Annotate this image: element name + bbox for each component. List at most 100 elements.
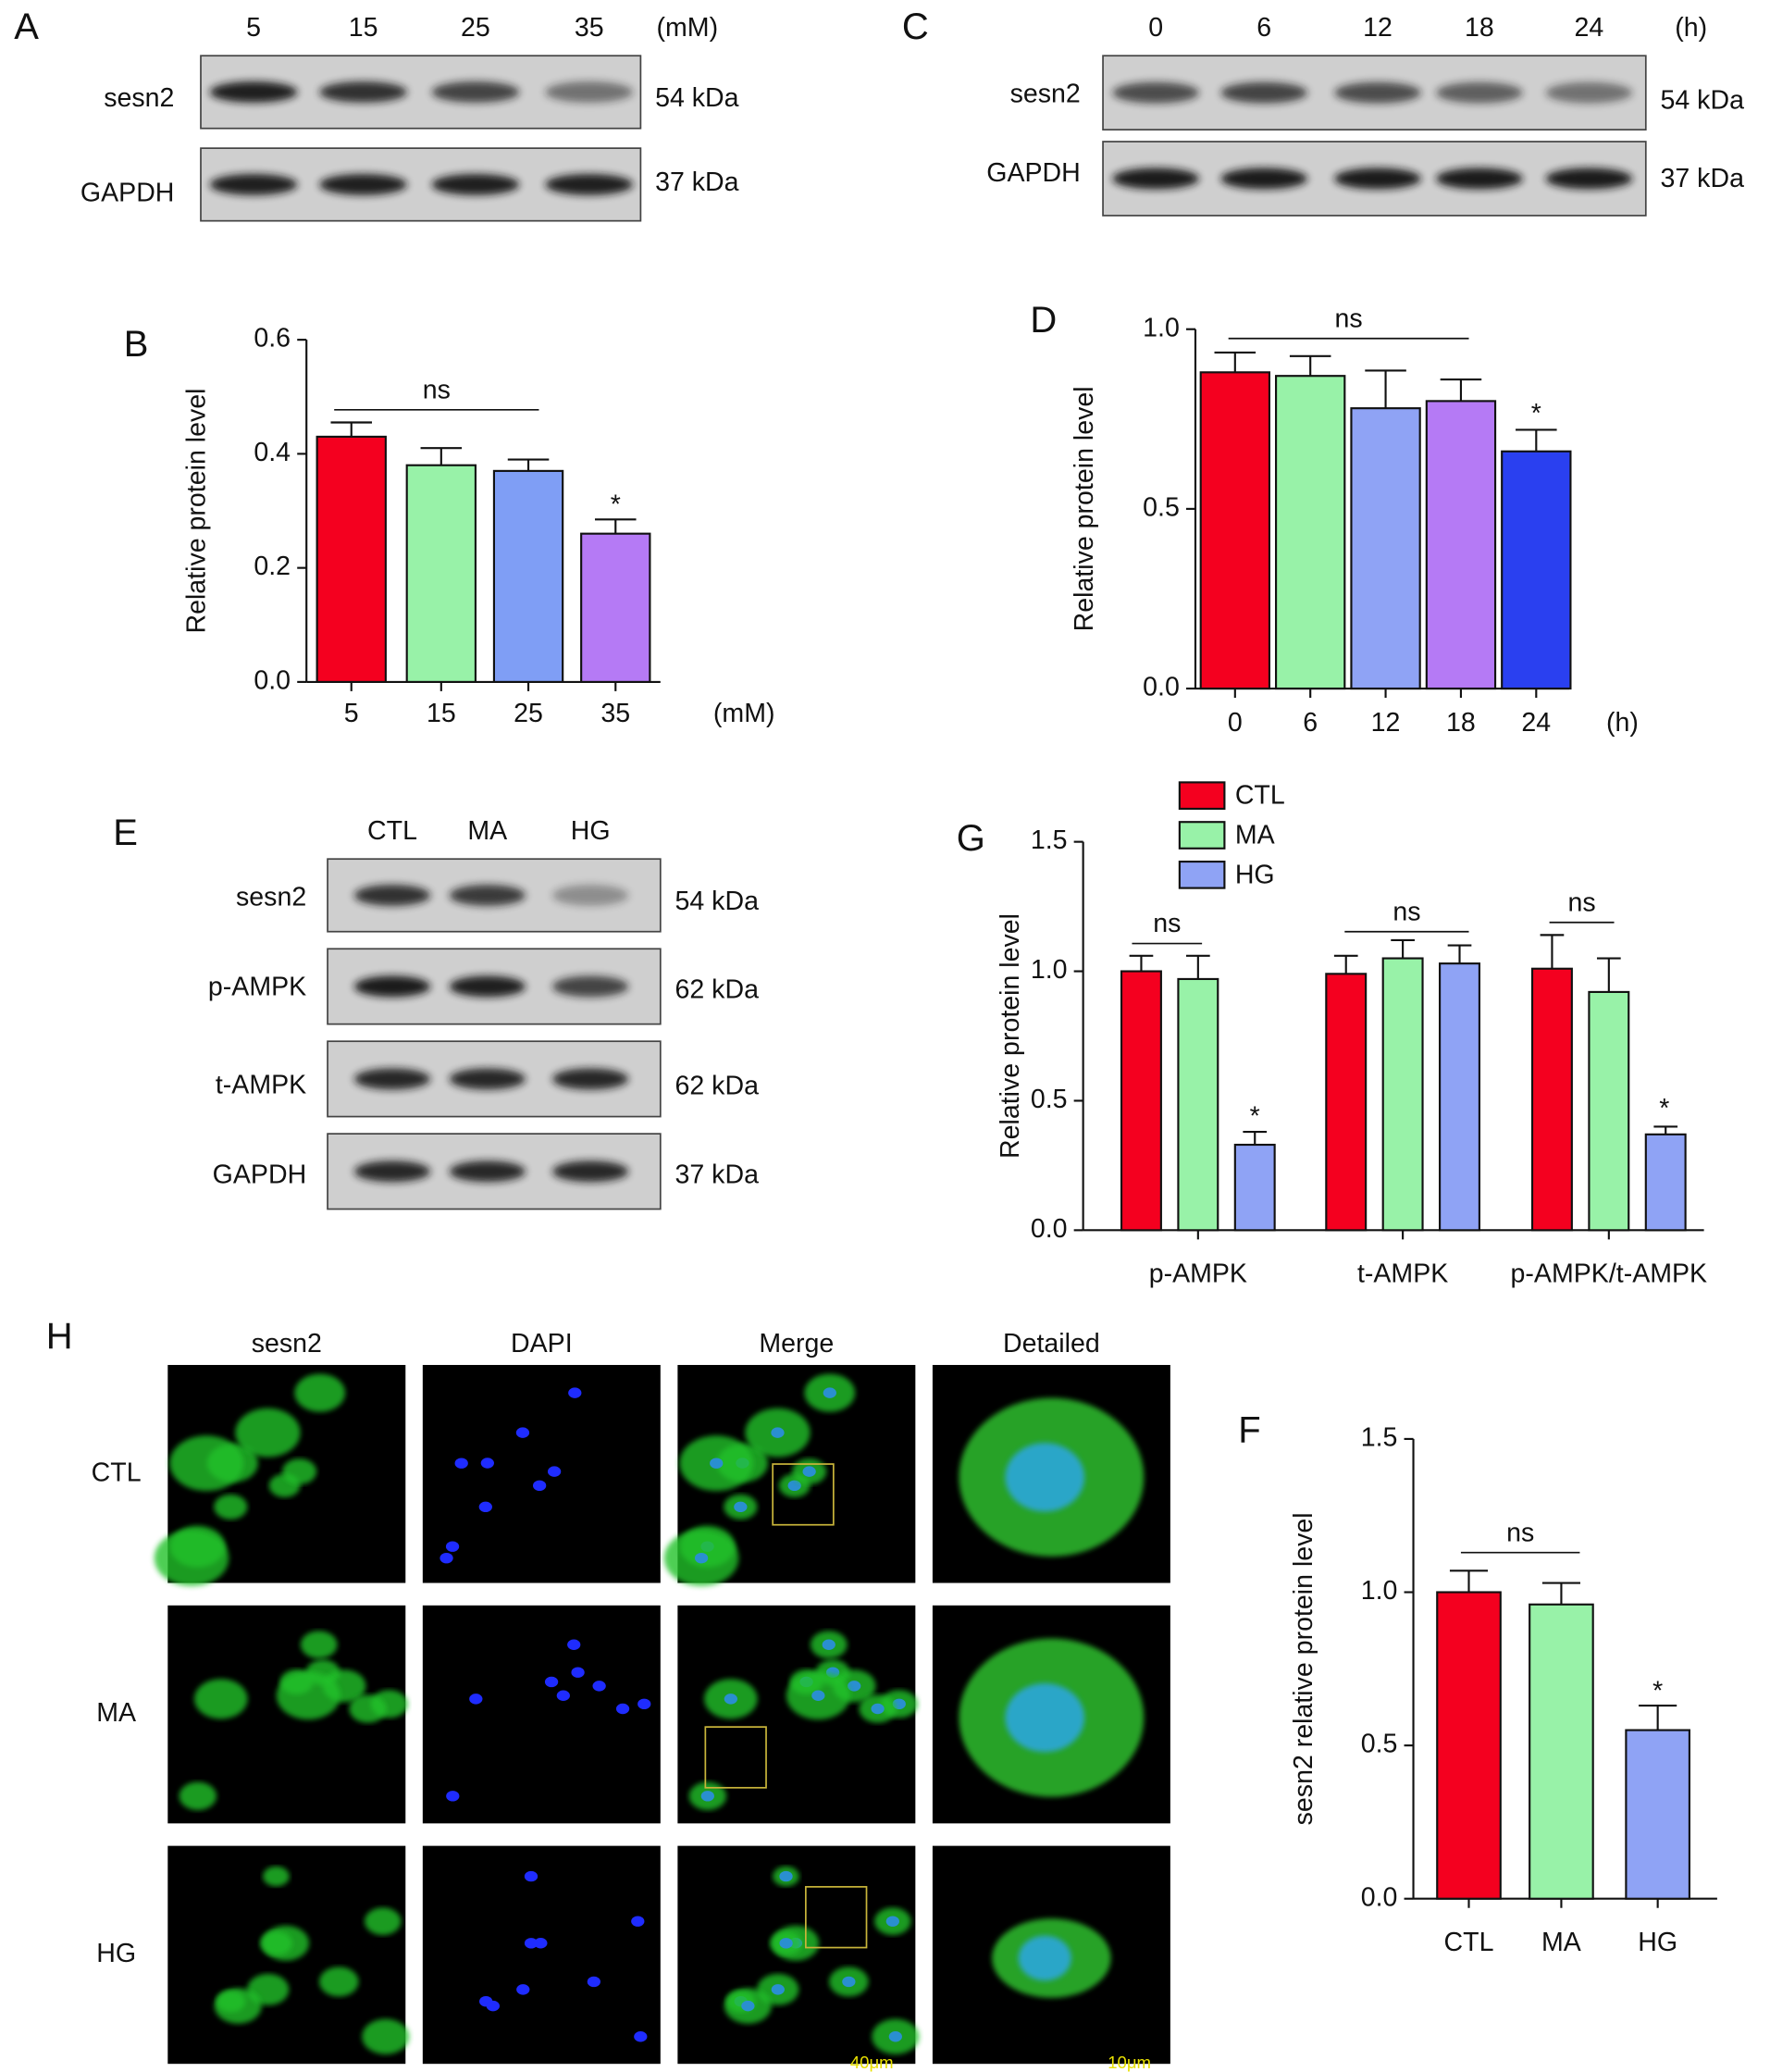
band (1334, 167, 1421, 190)
band (449, 1068, 526, 1090)
nucleus (547, 1466, 562, 1477)
y-tick-label: 0.0 (1361, 1882, 1398, 1912)
significance-label: * (1659, 1094, 1669, 1123)
row-label: HG (96, 1939, 136, 1968)
bar (1120, 970, 1162, 1232)
lane-unit: (h) (1675, 13, 1707, 43)
scale-bar-label: 10μm (1108, 2053, 1151, 2072)
nucleus (787, 1480, 801, 1492)
panel-label: E (113, 813, 138, 853)
x-tick-label: MA (1541, 1928, 1581, 1957)
protein-label: GAPDH (80, 179, 175, 208)
bar (1199, 371, 1271, 690)
nucleus (532, 1480, 547, 1492)
nucleus (568, 1387, 582, 1398)
significance-label: * (1250, 1102, 1260, 1132)
y-tick-label: 0.2 (254, 552, 291, 581)
cell (294, 1373, 346, 1412)
significance-label: * (1531, 399, 1541, 428)
column-label: DAPI (511, 1329, 573, 1359)
column-label: sesn2 (252, 1329, 322, 1359)
nucleus (571, 1667, 585, 1678)
micrograph (422, 1364, 661, 1583)
size-label: 54 kDa (675, 887, 760, 916)
x-unit: (mM) (713, 699, 775, 728)
panel-label: G (957, 818, 985, 859)
band (1112, 81, 1199, 104)
legend-swatch (1178, 781, 1226, 811)
band (1220, 167, 1308, 190)
nucleus (1018, 1935, 1071, 1981)
bar (1529, 1603, 1594, 1900)
bar (1233, 1143, 1276, 1232)
cell (235, 1408, 301, 1458)
cell (154, 1530, 229, 1586)
bar (1275, 375, 1346, 690)
nucleus (811, 1690, 825, 1701)
bar (1439, 962, 1480, 1232)
nucleus (1005, 1443, 1085, 1512)
band (319, 173, 407, 195)
y-axis-label: Relative protein level (1070, 386, 1099, 631)
size-label: 37 kDa (655, 167, 739, 197)
band (552, 885, 629, 906)
nucleus (771, 1427, 785, 1438)
lane-label: 5 (246, 13, 261, 43)
nucleus (556, 1690, 570, 1701)
nucleus (615, 1703, 630, 1715)
band (1545, 81, 1633, 104)
bar (1625, 1729, 1690, 1900)
band (431, 173, 520, 195)
nucleus (885, 1916, 899, 1927)
x-tick-label: HG (1638, 1928, 1677, 1957)
band (209, 81, 298, 103)
cell (365, 1907, 402, 1935)
significance-label: ns (1392, 897, 1420, 926)
legend-label: HG (1235, 860, 1275, 889)
y-tick-label: 0.0 (1031, 1214, 1068, 1244)
significance-label: ns (1153, 909, 1181, 938)
bar (316, 435, 387, 683)
y-tick-label: 0.4 (254, 438, 291, 467)
bar (1381, 957, 1424, 1232)
band (552, 975, 629, 998)
lane-label: HG (571, 816, 611, 846)
size-label: 37 kDa (1661, 164, 1745, 193)
cell (282, 1458, 317, 1485)
y-axis-label: Relative protein level (182, 389, 212, 634)
nucleus (480, 1458, 494, 1469)
size-label: 37 kDa (675, 1160, 760, 1189)
bar (1350, 407, 1421, 690)
significance-label: ns (1506, 1518, 1534, 1547)
legend-label: CTL (1235, 781, 1285, 811)
legend-swatch (1178, 821, 1226, 850)
y-axis-label: Relative protein level (996, 913, 1025, 1159)
zoom-box (804, 1886, 868, 1949)
nucleus (486, 2000, 501, 2012)
cell (276, 1671, 340, 1720)
y-tick-label: 1.0 (1361, 1576, 1398, 1606)
y-tick-label: 0.6 (254, 324, 291, 354)
bar (580, 532, 651, 683)
band (1436, 167, 1523, 190)
band (431, 81, 520, 103)
nucleus (524, 1938, 538, 1949)
cell (349, 1694, 387, 1723)
y-tick-label: 0.0 (1143, 673, 1180, 702)
protein-label: GAPDH (986, 158, 1081, 188)
cell (300, 1631, 338, 1659)
bar (1530, 967, 1573, 1232)
bar (1177, 977, 1219, 1232)
protein-label: sesn2 (1010, 80, 1081, 109)
band (552, 1068, 629, 1090)
band (1334, 81, 1421, 104)
panel-label: D (1030, 300, 1057, 341)
nucleus (1005, 1683, 1085, 1753)
significance-label: * (1652, 1677, 1663, 1706)
lane-label: 0 (1148, 13, 1163, 43)
nucleus (592, 1681, 606, 1692)
nucleus (771, 1984, 785, 1995)
band (1436, 81, 1523, 104)
x-unit: (h) (1606, 708, 1639, 738)
nucleus (446, 1791, 460, 1802)
